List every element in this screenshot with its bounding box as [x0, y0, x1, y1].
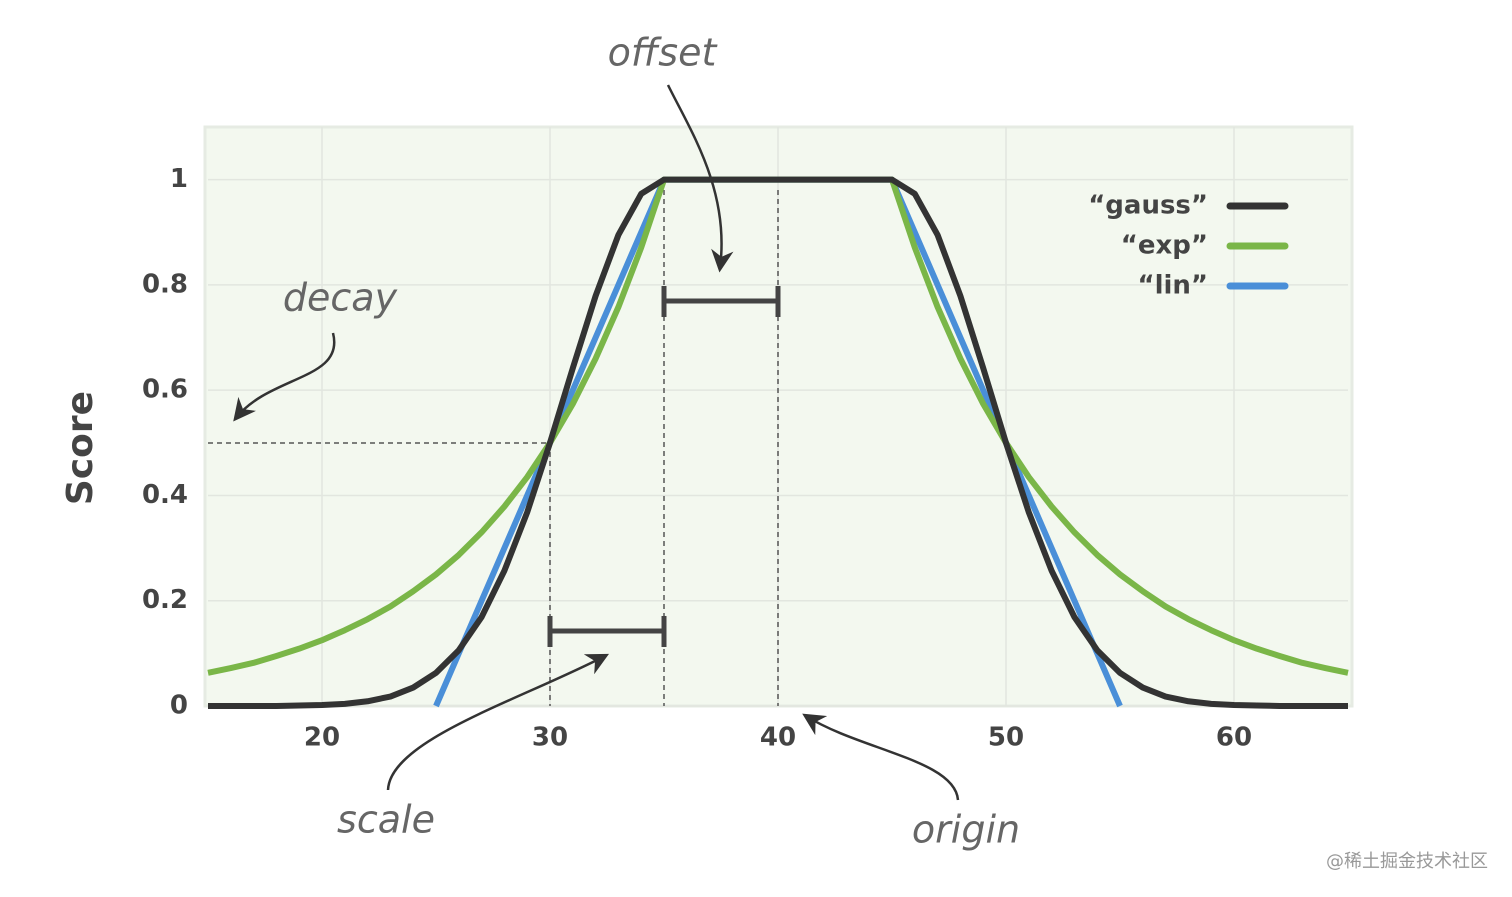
lines	[207, 176, 1349, 709]
y-tick-label: 0	[170, 691, 188, 721]
x-tick-label: 40	[760, 723, 796, 753]
legend-label: “exp”	[1121, 231, 1208, 261]
scale-bracket	[547, 616, 667, 647]
annotation: offset	[608, 31, 719, 75]
watermark: @稀土掘金技术社区	[1326, 851, 1488, 872]
y-tick-label: 0.4	[142, 480, 188, 510]
offset-bracket	[661, 286, 781, 317]
series-line	[208, 176, 1348, 709]
decay-arrow	[233, 332, 336, 422]
annotation: decay	[283, 276, 398, 320]
y-tick-label: 0.8	[142, 269, 188, 299]
x-tick-label: 20	[304, 723, 340, 753]
origin-arrow	[802, 713, 960, 801]
y-tick-label: 1	[170, 164, 188, 194]
x-tick-label: 60	[1216, 723, 1252, 753]
legend-label: “gauss”	[1088, 191, 1208, 221]
legend: “gauss” “exp” “lin”	[1088, 191, 1289, 301]
y-axis-label: Score	[60, 391, 101, 505]
y-tick-label: 0.2	[142, 585, 188, 615]
legend-label: “lin”	[1137, 271, 1208, 301]
offset-arrow	[666, 84, 734, 273]
annotation: scale	[337, 798, 435, 842]
y-tick-label: 0.6	[142, 375, 188, 405]
arrows	[233, 84, 960, 801]
scale-arrow	[386, 653, 609, 791]
annotation: origin	[912, 808, 1020, 852]
guide-lines	[208, 181, 779, 706]
x-tick-label: 50	[988, 723, 1024, 753]
x-tick-label: 30	[532, 723, 568, 753]
guides	[208, 181, 781, 706]
